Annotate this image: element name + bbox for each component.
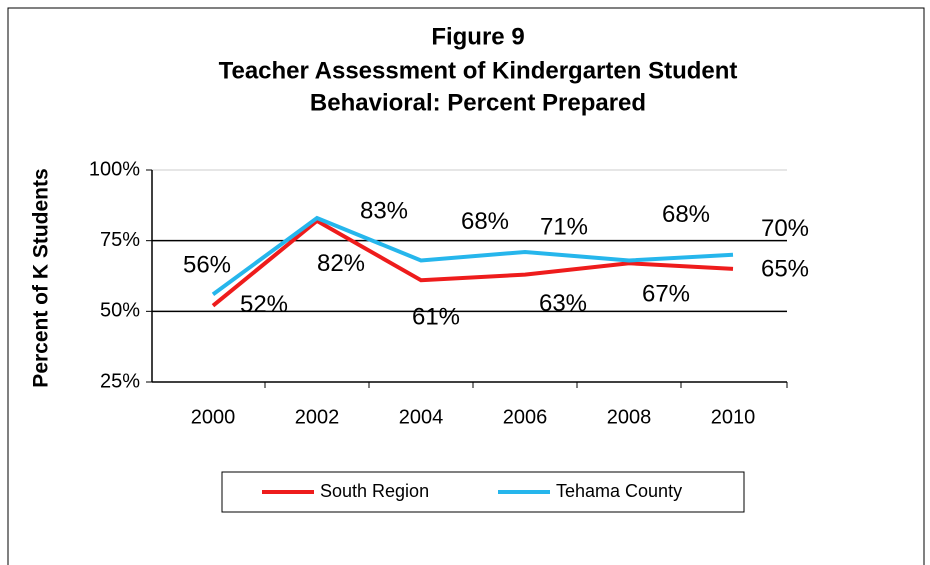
- data-label: 56%: [183, 252, 231, 279]
- legend-label: South Region: [320, 481, 429, 501]
- data-label: 68%: [461, 208, 509, 235]
- x-tick-label: 2008: [607, 406, 652, 428]
- data-label: 61%: [412, 304, 460, 331]
- x-tick-label: 2002: [295, 406, 340, 428]
- y-tick-label: 25%: [100, 370, 140, 392]
- chart-title: Figure 9: [431, 23, 524, 50]
- data-label: 67%: [642, 281, 690, 308]
- chart-title: Teacher Assessment of Kindergarten Stude…: [219, 57, 738, 84]
- y-tick-label: 75%: [100, 229, 140, 251]
- legend-box: [221, 471, 745, 513]
- y-axis-label: Percent of K Students: [30, 168, 53, 387]
- x-tick-label: 2004: [399, 406, 444, 428]
- legend-label: Tehama County: [556, 481, 682, 501]
- data-label: 83%: [360, 197, 408, 224]
- data-label: 71%: [540, 213, 588, 240]
- y-tick-label: 100%: [89, 158, 140, 180]
- data-label: 52%: [240, 291, 288, 318]
- x-tick-label: 2010: [711, 406, 756, 428]
- data-label: 70%: [761, 215, 809, 242]
- series-line: [211, 215, 734, 296]
- data-label: 65%: [761, 255, 809, 282]
- data-label: 68%: [662, 201, 710, 228]
- series-line: [211, 218, 734, 308]
- y-tick-label: 50%: [100, 300, 140, 322]
- frame: [7, 7, 925, 565]
- x-tick-label: 2000: [191, 406, 236, 428]
- chart-title: Behavioral: Percent Prepared: [310, 89, 646, 116]
- data-label: 82%: [317, 250, 365, 277]
- x-tick-label: 2006: [503, 406, 548, 428]
- data-label: 63%: [539, 290, 587, 317]
